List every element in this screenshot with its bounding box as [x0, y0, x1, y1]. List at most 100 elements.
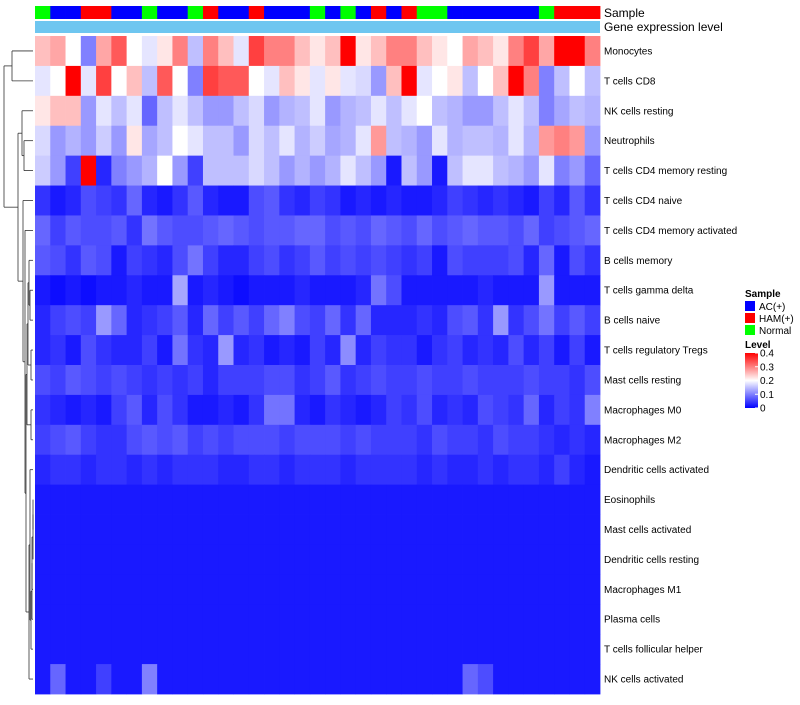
heatmap-cell: [340, 275, 357, 306]
heatmap-cell: [340, 365, 357, 396]
heatmap-cell: [141, 664, 158, 695]
heatmap-cell: [172, 634, 189, 665]
heatmap-cell: [65, 185, 82, 216]
heatmap-cell: [96, 484, 112, 515]
heatmap-cell: [493, 604, 509, 635]
heatmap-cell: [538, 215, 555, 246]
heatmap-cell: [432, 634, 448, 665]
heatmap-cell: [340, 484, 357, 515]
sample-group-cell: [508, 6, 525, 19]
heatmap-cell: [264, 544, 280, 575]
heatmap-cell: [264, 155, 280, 186]
sample-group-cell: [202, 6, 219, 19]
heatmap-cell: [416, 574, 433, 605]
heatmap-cell: [264, 95, 280, 127]
sample-legend-label: AC(+): [759, 302, 785, 313]
heatmap-cell: [477, 484, 494, 515]
heatmap-cell: [233, 185, 250, 216]
heatmap-cell: [279, 365, 295, 396]
heatmap-cell: [187, 484, 204, 515]
heatmap-cell: [401, 634, 418, 665]
heatmap-cell: [264, 245, 280, 276]
heatmap-cell: [218, 95, 234, 127]
heatmap-cell: [50, 424, 66, 456]
heatmap-cell: [172, 514, 189, 545]
heatmap-cell: [325, 305, 341, 336]
heatmap-cell: [370, 365, 387, 396]
heatmap-cell: [80, 365, 97, 396]
row-label: Mast cells resting: [604, 375, 681, 386]
heatmap-cell: [126, 514, 143, 545]
sample-group-cell: [432, 6, 448, 19]
heatmap-cell: [248, 544, 265, 575]
heatmap-cell: [325, 155, 341, 186]
heatmap-cell: [294, 634, 311, 665]
heatmap-cell: [80, 484, 97, 515]
sample-group-cell: [309, 6, 326, 19]
heatmap-cell: [248, 394, 265, 426]
heatmap-cell: [157, 305, 173, 336]
heatmap-cell: [111, 335, 128, 366]
heatmap-cell: [309, 275, 326, 306]
heatmap-cell: [202, 514, 219, 545]
heatmap-cell: [218, 454, 234, 486]
heatmap-cell: [157, 574, 173, 605]
heatmap-cell: [462, 125, 479, 157]
sample-group-cell: [584, 6, 601, 19]
sample-group-cell: [233, 6, 250, 19]
heatmap-cell: [264, 394, 280, 426]
heatmap-cell: [325, 454, 341, 486]
heatmap-cell: [111, 634, 128, 665]
heatmap-cell: [416, 65, 433, 97]
heatmap-cell: [554, 36, 570, 67]
heatmap-cell: [340, 664, 357, 695]
heatmap-cell: [65, 574, 82, 605]
heatmap-cell: [538, 335, 555, 366]
heatmap-cell: [538, 394, 555, 426]
heatmap-cell: [218, 514, 234, 545]
heatmap-cell: [584, 484, 601, 515]
heatmap-cell: [477, 365, 494, 396]
heatmap-cell: [187, 454, 204, 486]
heatmap-cell: [172, 454, 189, 486]
heatmap-cell: [35, 514, 51, 545]
heatmap-cell: [248, 245, 265, 276]
heatmap-cell: [218, 664, 234, 695]
row-label: Monocytes: [604, 46, 652, 57]
heatmap-cell: [355, 305, 372, 336]
heatmap-cell: [141, 544, 158, 575]
heatmap-cell: [462, 424, 479, 456]
heatmap-cell: [386, 185, 402, 216]
heatmap-cell: [370, 394, 387, 426]
heatmap-cell: [523, 155, 540, 186]
heatmap-cell: [80, 634, 97, 665]
heatmap-cell: [401, 335, 418, 366]
heatmap-cell: [401, 95, 418, 127]
heatmap-cell: [233, 215, 250, 246]
heatmap-cell: [96, 365, 112, 396]
heatmap-cell: [355, 544, 372, 575]
heatmap-cell: [538, 125, 555, 157]
heatmap-cell: [141, 514, 158, 545]
expression-annotation-track: [35, 21, 600, 33]
heatmap-cell: [279, 275, 295, 306]
heatmap-cell: [309, 604, 326, 635]
heatmap-cell: [309, 95, 326, 127]
heatmap-cell: [416, 335, 433, 366]
heatmap-cell: [401, 514, 418, 545]
heatmap-cell: [355, 424, 372, 456]
heatmap-cell: [569, 514, 586, 545]
heatmap-cell: [355, 95, 372, 127]
heatmap-cell: [569, 185, 586, 216]
heatmap-cell: [126, 484, 143, 515]
heatmap-cell: [126, 335, 143, 366]
heatmap-cell: [50, 275, 66, 306]
heatmap-cell: [65, 335, 82, 366]
heatmap-cell: [355, 245, 372, 276]
heatmap-cell: [80, 95, 97, 127]
heatmap-cell: [202, 634, 219, 665]
heatmap-cell: [96, 664, 112, 695]
heatmap-cell: [309, 634, 326, 665]
heatmap-cell: [218, 365, 234, 396]
heatmap-cell: [309, 215, 326, 246]
